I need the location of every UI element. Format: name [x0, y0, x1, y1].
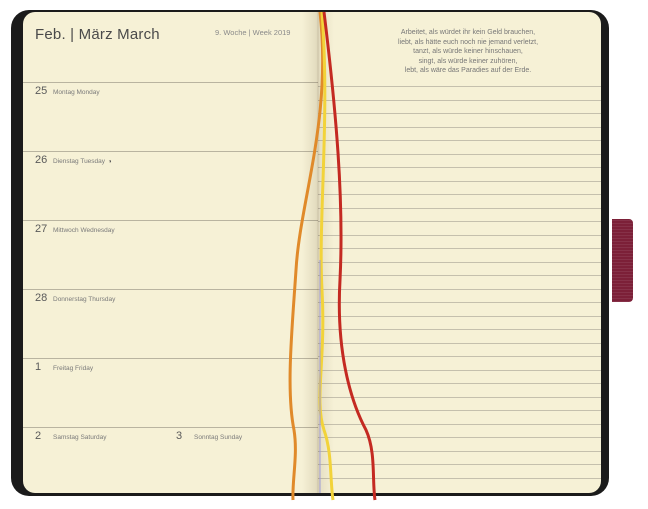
page-gutter-shadow [302, 12, 334, 493]
ruled-line [318, 464, 601, 465]
quote-line: tanzt, als würde keiner hinschauen, [413, 48, 523, 55]
ruled-line [318, 86, 601, 87]
divider-line [23, 427, 318, 428]
month-title: Feb. | März March [35, 26, 160, 43]
ruled-line [318, 208, 601, 209]
ruled-line [318, 100, 601, 101]
ruled-line [318, 235, 601, 236]
ruled-line [318, 154, 601, 155]
quote-line: lebt, als wäre das Paradies auf der Erde… [404, 67, 532, 74]
divider-line [23, 82, 318, 83]
divider-line [23, 151, 318, 152]
day-number: 27 [35, 223, 48, 235]
day-name: Montag Monday [53, 89, 100, 96]
quote-line: Arbeitet, als würdet ihr kein Geld brauc… [400, 29, 536, 36]
ruled-line [318, 356, 601, 357]
elastic-closure-band [612, 219, 633, 302]
day-number: 2 [35, 430, 42, 442]
ruled-line [318, 221, 601, 222]
day-number: 1 [35, 361, 42, 373]
quote-line: liebt, als hätte euch noch nie jemand ve… [397, 38, 539, 46]
ruled-line [318, 370, 601, 371]
ruled-line [318, 478, 601, 479]
moon-phase-icon: ◑ [108, 159, 112, 165]
week-label: 9. Woche | Week 2019 [215, 28, 291, 37]
day-name: Samstag Saturday [53, 434, 107, 441]
ruled-line [318, 167, 601, 168]
ruled-line [318, 289, 601, 290]
ruled-line [318, 316, 601, 317]
ruled-line [318, 194, 601, 195]
ruled-line [318, 275, 601, 276]
ruled-line [318, 329, 601, 330]
left-page: Feb. | März March 9. Woche | Week 2019 2… [23, 12, 318, 493]
day-name: Mittwoch Wednesday [53, 227, 115, 234]
divider-line [23, 220, 318, 221]
ruled-line [318, 262, 601, 263]
day-number: 26 [35, 154, 48, 166]
ruled-line [318, 113, 601, 114]
divider-line [23, 358, 318, 359]
ruled-line [318, 397, 601, 398]
day-name: Sonntag Sunday [194, 434, 243, 441]
ruled-line [318, 302, 601, 303]
day-name: Dienstag Tuesday ◑ [53, 158, 112, 165]
ruled-line [318, 343, 601, 344]
ruled-line [318, 181, 601, 182]
day-name: Freitag Friday [53, 365, 94, 372]
ruled-line [318, 248, 601, 249]
ruled-line [318, 127, 601, 128]
quote-line: singt, als würde keiner zuhören, [418, 57, 518, 65]
ruled-line [318, 410, 601, 411]
right-page: Arbeitet, als würdet ihr kein Geld brauc… [318, 12, 601, 493]
ruled-line [318, 424, 601, 425]
divider-line [23, 289, 318, 290]
ruled-line [318, 383, 601, 384]
quote-block: Arbeitet, als würdet ihr kein Geld brauc… [348, 28, 588, 76]
ruled-line [318, 140, 601, 141]
ruled-line [318, 437, 601, 438]
day-number: 28 [35, 292, 48, 304]
day-name: Donnerstag Thursday [53, 296, 116, 303]
day-number: 25 [35, 85, 48, 97]
day-number: 3 [176, 430, 183, 442]
ruled-line [318, 451, 601, 452]
